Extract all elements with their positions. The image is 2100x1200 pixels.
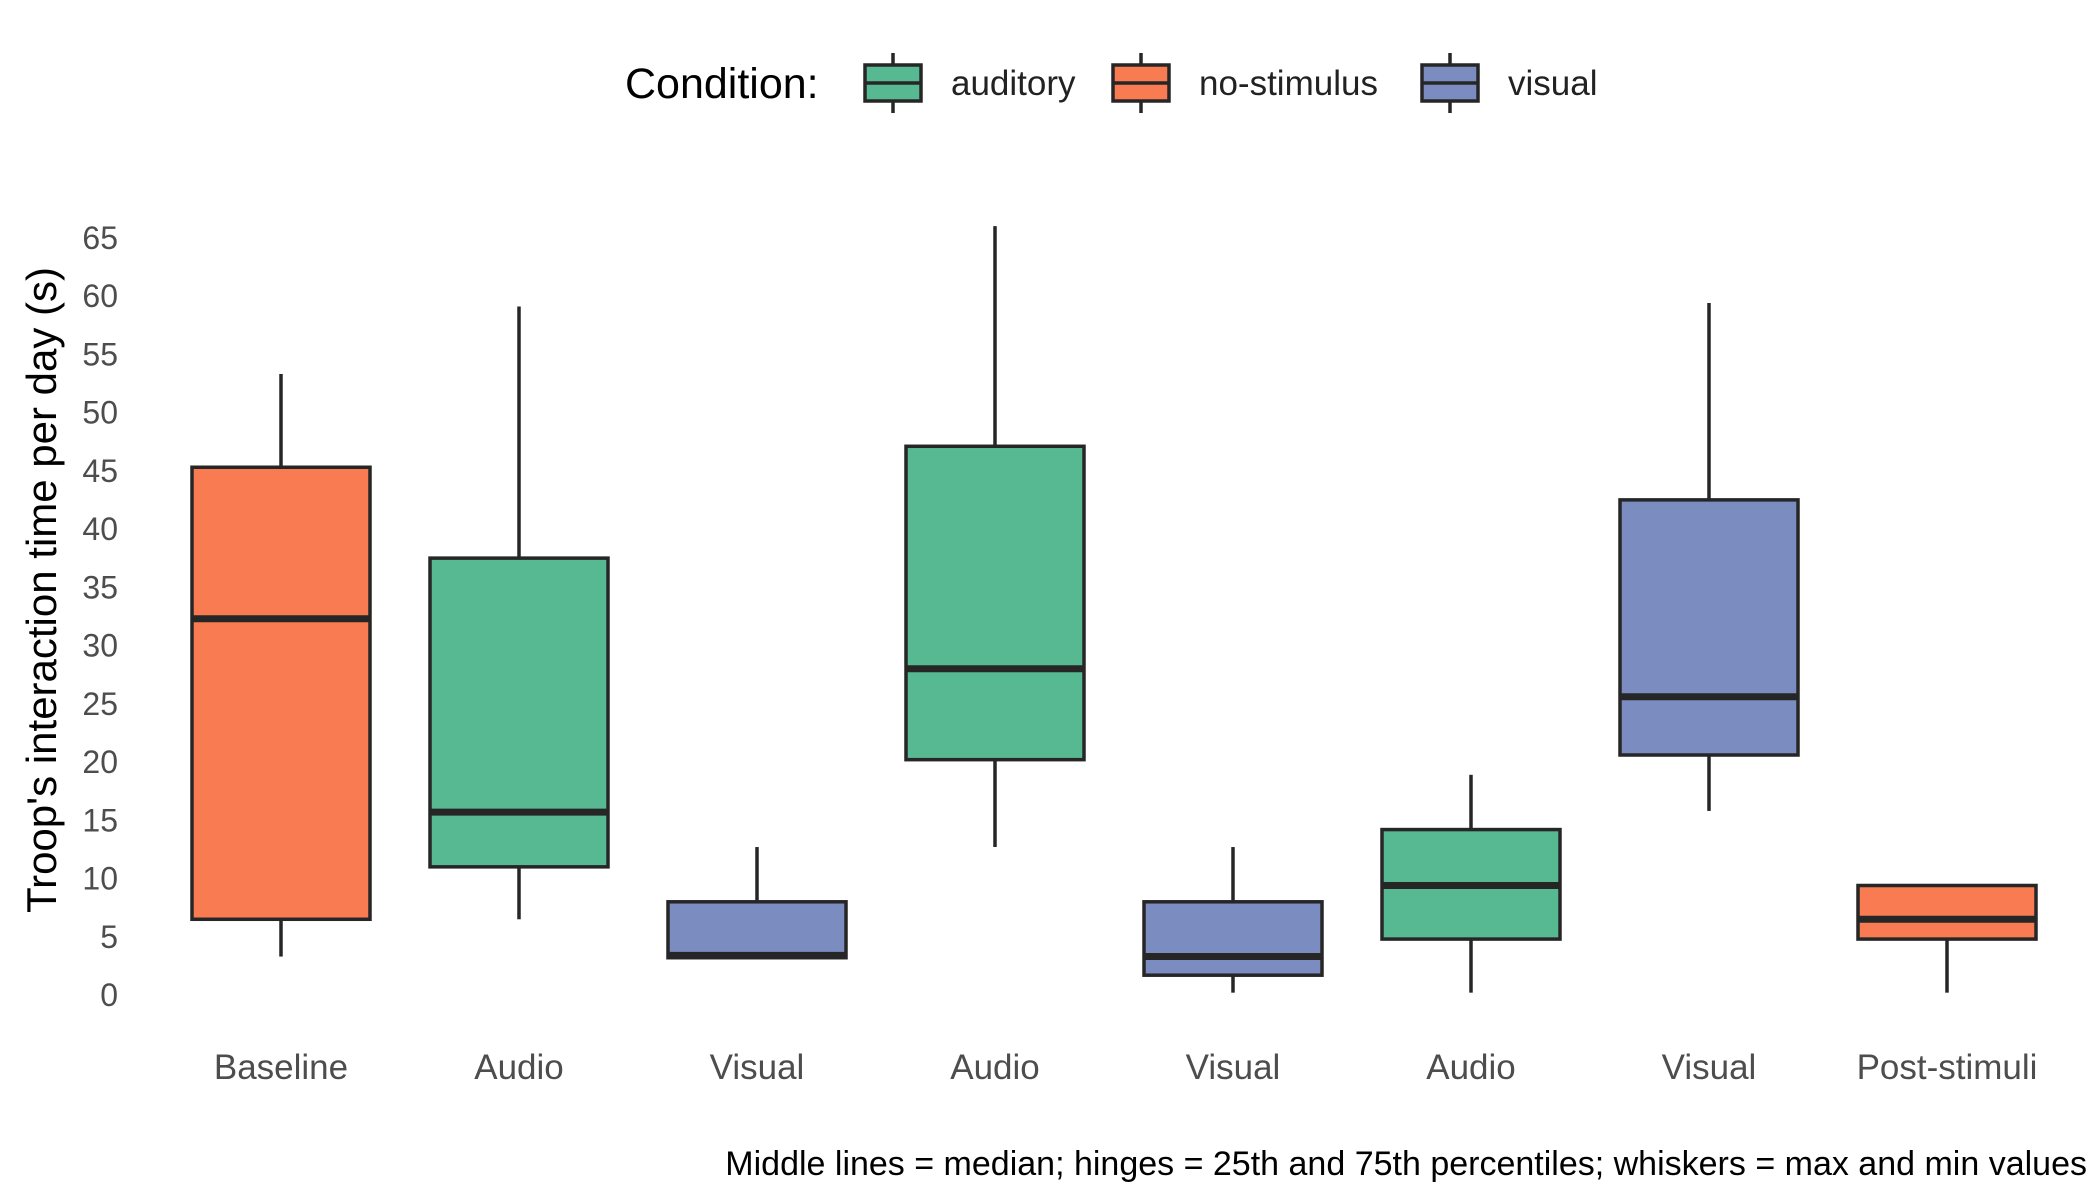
box-body [190,465,372,922]
box-1-no-stimulus [190,374,372,957]
chart-caption: Middle lines = median; hinges = 25th and… [725,1145,2087,1183]
box-7-visual [1618,302,1800,811]
legend-label: no-stimulus [1199,64,1378,103]
box-5-visual [1142,847,1324,993]
x-tick-label: Audio [950,1048,1040,1087]
x-tick-label: Baseline [214,1048,348,1087]
box-body [428,556,610,869]
legend-entry-visual: visual [1420,53,1597,113]
x-tick-label: Post-stimuli [1857,1048,2038,1087]
y-axis-title: Troop's interaction time per day (s) [18,267,65,913]
legend-label: visual [1508,64,1597,103]
box-body [1856,883,2038,941]
legend-entry-no-stimulus: no-stimulus [1111,53,1378,113]
box-body [904,444,1086,762]
y-tick-label: 40 [82,511,118,547]
y-tick-label: 0 [100,977,118,1013]
legend-title: Condition: [625,60,819,108]
x-axis: Baseline Audio Visual Audio Visual Audio Visua… [214,1048,2038,1087]
box-3-visual [666,847,848,960]
y-tick-label: 30 [82,628,118,664]
box-body [1618,498,1800,757]
y-axis: 0 5 10 15 20 25 30 35 40 45 50 55 60 65 [82,220,118,1013]
box-body [666,900,848,960]
y-tick-label: 50 [82,395,118,431]
box-6-auditory [1380,774,1562,993]
y-tick-label: 55 [82,336,118,372]
box-8-no-stimulus [1856,883,2038,993]
x-tick-label: Audio [1426,1048,1516,1087]
y-tick-label: 10 [82,861,118,897]
y-tick-label: 45 [82,453,118,489]
x-tick-label: Visual [710,1048,805,1087]
legend-entry-auditory: auditory [863,53,1076,113]
y-tick-label: 15 [82,802,118,838]
y-tick-label: 35 [82,569,118,605]
x-tick-label: Visual [1662,1048,1757,1087]
legend: Condition: auditory no-stimulus visual [625,53,1597,113]
y-tick-label: 25 [82,686,118,722]
legend-label: auditory [951,64,1076,103]
box-2-auditory [428,306,610,920]
x-tick-label: Visual [1186,1048,1281,1087]
y-tick-label: 5 [100,919,118,955]
y-tick-label: 20 [82,744,118,780]
box-plots [190,226,2038,993]
y-tick-label: 65 [82,220,118,256]
box-body [1142,900,1324,977]
y-tick-label: 60 [82,278,118,314]
x-tick-label: Audio [474,1048,564,1087]
box-4-auditory [904,226,1086,848]
